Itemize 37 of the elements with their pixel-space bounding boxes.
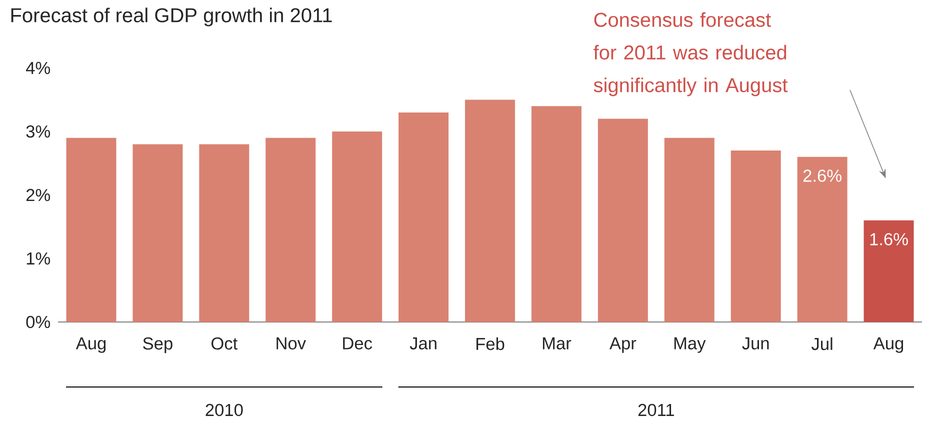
bar	[398, 112, 449, 322]
annotation: Consensus forecast for 2011 was reduced significantly in August	[594, 12, 788, 96]
x-tick-label: Apr	[609, 337, 636, 353]
x-tick-label: Dec	[343, 337, 372, 350]
bar	[465, 100, 516, 322]
bar	[598, 118, 648, 322]
data-label: 2.6%	[803, 170, 842, 182]
x-tick-label: Jul	[811, 337, 832, 350]
bar	[132, 144, 183, 322]
text: 2011	[638, 404, 674, 416]
x-tick-label: Jan	[410, 337, 436, 350]
bar	[332, 131, 382, 322]
bar	[531, 106, 582, 322]
x-tick-label: Aug	[873, 337, 904, 353]
x-tick-label: Nov	[276, 337, 306, 350]
bar	[864, 220, 914, 322]
y-tick-label: 2%	[26, 188, 50, 202]
y-tick-label: 3%	[26, 125, 50, 138]
bar	[797, 156, 848, 322]
chart-title: Forecast of real GDP growth in 2011	[11, 8, 332, 26]
x-tick-label: Jun	[742, 337, 769, 350]
x-tick-label: May	[674, 337, 706, 353]
bar	[730, 150, 781, 322]
x-tick-label: Oct	[212, 337, 238, 350]
data-label: 1.6%	[870, 233, 908, 246]
y-tick-label: 1%	[26, 252, 50, 265]
x-tick-label: Aug	[76, 337, 106, 353]
y-tick-label: 0%	[26, 316, 50, 328]
bar	[199, 144, 250, 322]
x-tick-label: Mar	[542, 337, 572, 350]
bar	[66, 138, 116, 322]
x-tick-label: Sep	[143, 337, 172, 354]
bar	[266, 138, 316, 322]
bar	[664, 138, 714, 322]
text: 2010	[206, 404, 243, 416]
y-tick-label: 4%	[26, 62, 50, 74]
x-tick-label: Feb	[476, 337, 504, 350]
